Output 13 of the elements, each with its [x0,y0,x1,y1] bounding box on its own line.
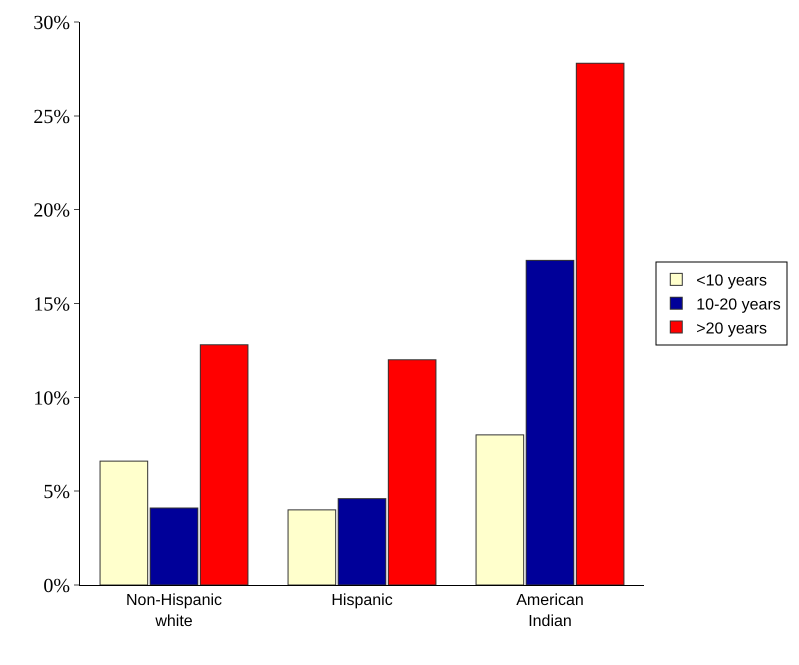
x-tick-label: Non-Hispanic white [126,592,222,630]
y-tick-label: 30% [33,12,70,34]
y-tick-label: 0% [43,575,70,597]
y-tick-label: 20% [33,200,70,222]
x-tick-label: Hispanic [331,592,393,610]
legend-label: <10 years [696,272,767,290]
y-tick-label: 5% [43,481,70,504]
legend-label: >20 years [696,320,767,338]
x-tick-label: American Indian [516,592,584,630]
y-tick-label: 25% [33,106,70,128]
y-tick-label: 15% [33,294,70,316]
legend-label: 10-20 years [696,296,781,314]
y-tick-label: 10% [33,387,70,410]
